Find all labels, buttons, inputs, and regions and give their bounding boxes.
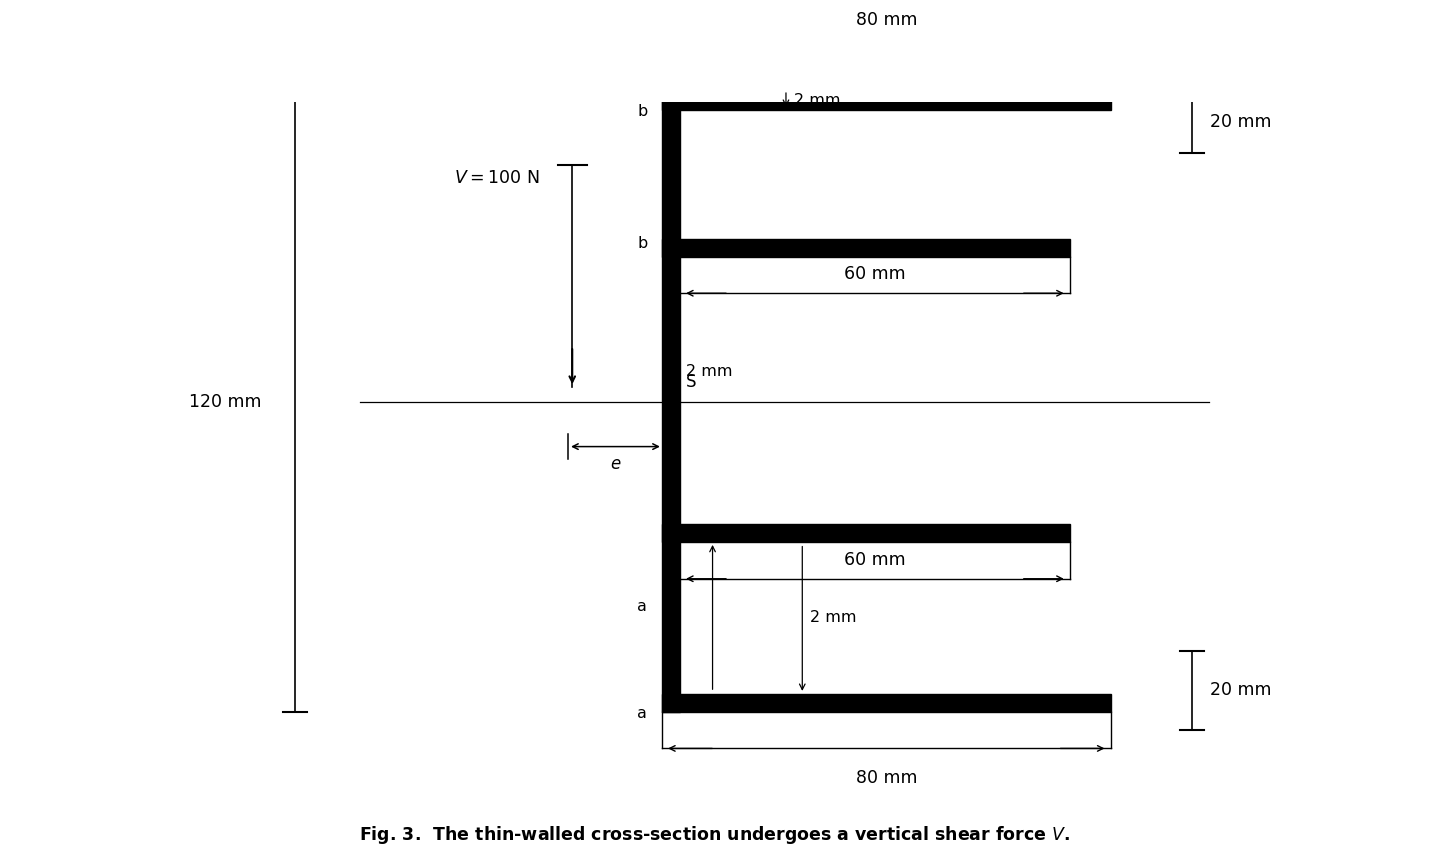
Text: $V = 100\ \mathrm{N}$: $V = 100\ \mathrm{N}$ — [453, 169, 539, 187]
Bar — [662, 524, 1070, 542]
Text: 2 mm: 2 mm — [811, 610, 857, 626]
Text: 20 mm: 20 mm — [1210, 681, 1271, 699]
Text: S: S — [685, 373, 696, 391]
Text: Fig. 3.  The thin-walled cross-section undergoes a vertical shear force $V$.: Fig. 3. The thin-walled cross-section un… — [359, 825, 1071, 846]
Bar — [662, 239, 1070, 257]
Text: 2 mm: 2 mm — [721, 240, 768, 255]
Text: a: a — [638, 600, 648, 615]
Text: 80 mm: 80 mm — [855, 769, 917, 786]
Bar — [662, 92, 1111, 109]
Text: 20 mm: 20 mm — [1210, 114, 1271, 131]
Text: 2 mm: 2 mm — [794, 93, 841, 108]
Bar — [662, 92, 679, 712]
Text: 120 mm: 120 mm — [189, 392, 262, 411]
Text: 60 mm: 60 mm — [844, 551, 905, 569]
Bar — [662, 694, 1111, 712]
Text: a: a — [638, 707, 648, 721]
Text: e: e — [611, 456, 621, 473]
Text: 2 mm: 2 mm — [721, 525, 768, 541]
Text: b: b — [636, 104, 648, 119]
Text: b: b — [636, 235, 648, 251]
Text: 80 mm: 80 mm — [855, 11, 917, 29]
Text: 2 mm: 2 mm — [686, 364, 734, 379]
Text: 60 mm: 60 mm — [844, 266, 905, 284]
